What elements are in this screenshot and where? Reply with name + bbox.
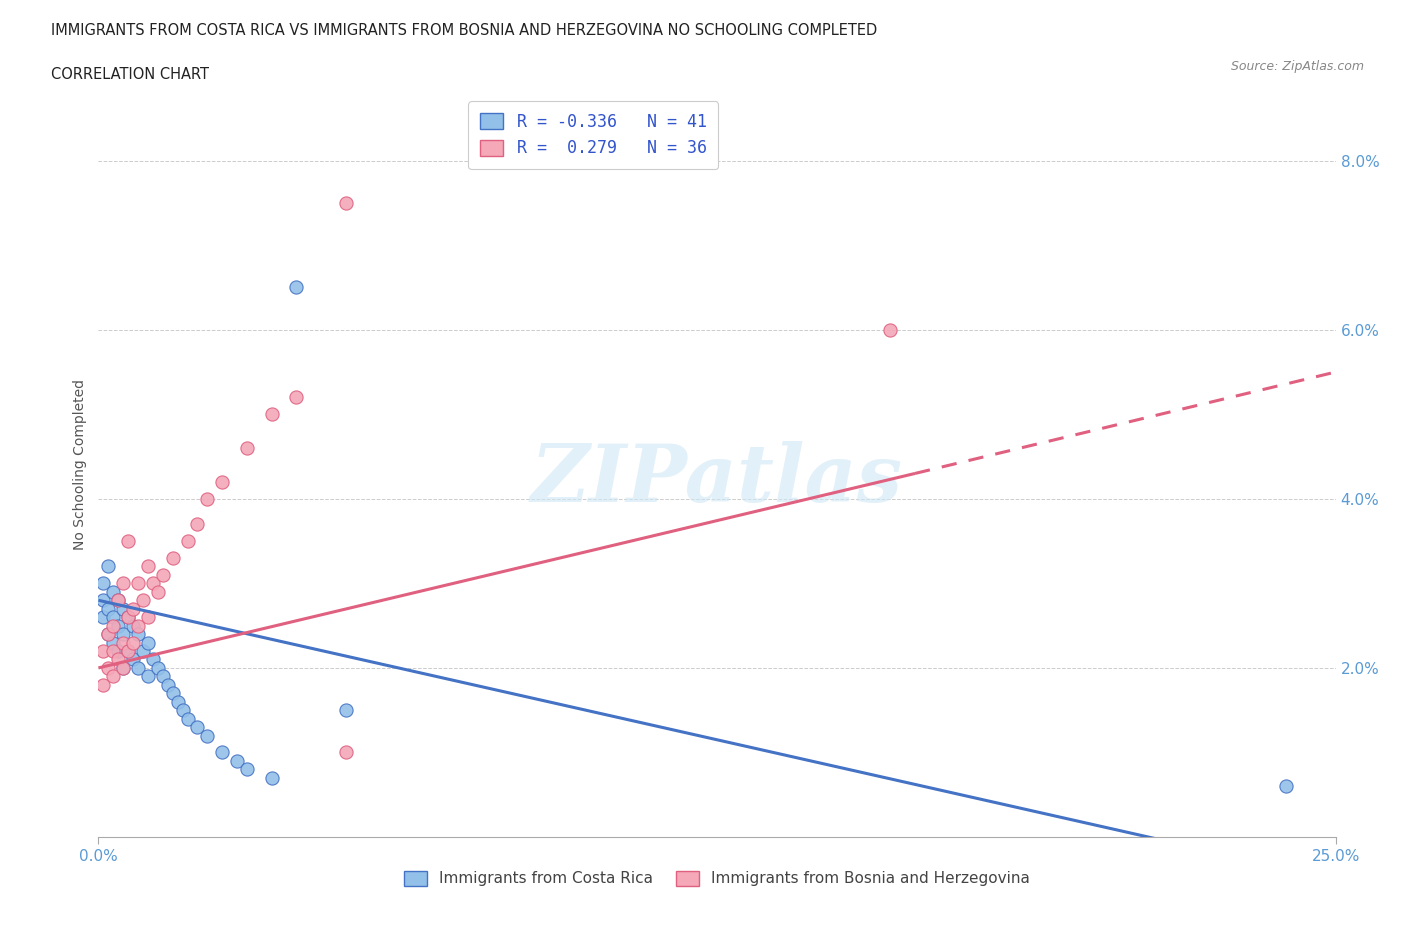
Point xyxy=(103,635,125,650)
Y-axis label: No Schooling Completed: No Schooling Completed xyxy=(73,379,87,551)
Point xyxy=(1275,778,1298,793)
Point xyxy=(335,703,357,718)
Point xyxy=(107,652,129,667)
Point xyxy=(127,660,149,675)
Point xyxy=(93,576,115,591)
Point xyxy=(127,618,149,633)
Point xyxy=(176,534,198,549)
Point xyxy=(146,584,169,599)
Point xyxy=(103,584,125,599)
Point xyxy=(152,669,174,684)
Point xyxy=(146,660,169,675)
Point xyxy=(236,441,259,456)
Point xyxy=(117,610,139,625)
Point xyxy=(112,635,135,650)
Legend: Immigrants from Costa Rica, Immigrants from Bosnia and Herzegovina: Immigrants from Costa Rica, Immigrants f… xyxy=(398,865,1036,893)
Point xyxy=(122,635,145,650)
Point xyxy=(142,652,165,667)
Text: IMMIGRANTS FROM COSTA RICA VS IMMIGRANTS FROM BOSNIA AND HERZEGOVINA NO SCHOOLIN: IMMIGRANTS FROM COSTA RICA VS IMMIGRANTS… xyxy=(51,23,877,38)
Point xyxy=(103,644,125,658)
Point xyxy=(186,720,208,735)
Point xyxy=(122,652,145,667)
Point xyxy=(136,635,159,650)
Point xyxy=(236,762,259,777)
Point xyxy=(162,551,184,565)
Point xyxy=(112,602,135,617)
Point xyxy=(132,644,155,658)
Point xyxy=(93,677,115,692)
Point xyxy=(335,745,357,760)
Point xyxy=(285,390,308,405)
Point xyxy=(195,491,218,506)
Point xyxy=(107,618,129,633)
Point xyxy=(112,627,135,642)
Point xyxy=(97,559,120,574)
Point xyxy=(103,618,125,633)
Point xyxy=(127,576,149,591)
Point xyxy=(122,618,145,633)
Point xyxy=(156,677,179,692)
Point xyxy=(186,517,208,532)
Point xyxy=(97,627,120,642)
Point xyxy=(112,660,135,675)
Point xyxy=(117,534,139,549)
Point xyxy=(112,660,135,675)
Point xyxy=(152,567,174,582)
Point xyxy=(103,610,125,625)
Text: ZIPatlas: ZIPatlas xyxy=(531,441,903,519)
Point xyxy=(211,474,233,489)
Point xyxy=(93,644,115,658)
Point xyxy=(127,627,149,642)
Point xyxy=(132,592,155,607)
Point xyxy=(107,592,129,607)
Point xyxy=(103,669,125,684)
Point xyxy=(97,660,120,675)
Point xyxy=(122,602,145,617)
Point xyxy=(285,280,308,295)
Point xyxy=(226,753,249,768)
Point xyxy=(260,406,283,421)
Point xyxy=(335,195,357,210)
Point xyxy=(172,703,194,718)
Point xyxy=(136,610,159,625)
Point xyxy=(211,745,233,760)
Point xyxy=(166,695,188,710)
Point xyxy=(97,627,120,642)
Point xyxy=(107,644,129,658)
Point xyxy=(136,559,159,574)
Point xyxy=(879,323,901,338)
Point xyxy=(93,592,115,607)
Point xyxy=(97,602,120,617)
Text: Source: ZipAtlas.com: Source: ZipAtlas.com xyxy=(1230,60,1364,73)
Point xyxy=(195,728,218,743)
Point xyxy=(117,610,139,625)
Point xyxy=(162,685,184,700)
Point xyxy=(136,669,159,684)
Point xyxy=(142,576,165,591)
Point xyxy=(107,592,129,607)
Point xyxy=(93,610,115,625)
Text: CORRELATION CHART: CORRELATION CHART xyxy=(51,67,208,82)
Point xyxy=(117,644,139,658)
Point xyxy=(112,576,135,591)
Point xyxy=(176,711,198,726)
Point xyxy=(260,770,283,785)
Point xyxy=(117,644,139,658)
